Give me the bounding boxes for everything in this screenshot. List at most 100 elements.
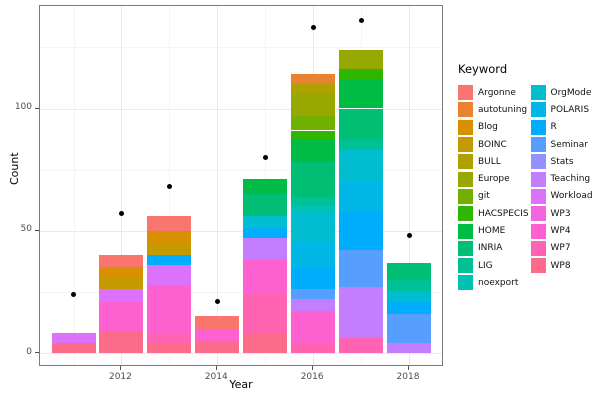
legend-item-WP3: WP3 xyxy=(530,205,593,222)
legend-label: HACSPECIS xyxy=(478,208,529,219)
bar-segment-2012-Argonne xyxy=(99,255,144,268)
grid-major-vertical xyxy=(121,6,123,365)
legend-swatch-WP7 xyxy=(530,240,546,256)
x-tick-label: 2016 xyxy=(300,372,324,382)
legend-swatch-Stats xyxy=(530,154,546,170)
legend-label: WP8 xyxy=(550,260,571,271)
legend-label: Europe xyxy=(478,174,510,185)
legend-swatch-R xyxy=(530,119,546,135)
bar-segment-2013-Argonne xyxy=(147,216,192,231)
legend-item-Workload: Workload xyxy=(530,188,593,205)
legend-item-Stats: Stats xyxy=(530,153,593,170)
bar-segment-2014-Argonne xyxy=(195,316,240,329)
y-tick-mark xyxy=(35,352,39,353)
legend-item-Seminar: Seminar xyxy=(530,136,593,153)
data-point-2018 xyxy=(406,233,412,239)
legend-swatch-HOME xyxy=(458,223,473,239)
legend-item-Europe: Europe xyxy=(458,170,529,187)
bar-segment-2016-HACSPECIS xyxy=(291,130,336,141)
bar-segment-2017-Europe xyxy=(339,49,384,70)
legend-column-2: OrgMode POLARIS R Seminar Stats Teaching Workl… xyxy=(530,84,593,292)
legend-swatch-OrgMode xyxy=(530,85,546,101)
legend-item-R: R xyxy=(530,119,593,136)
legend-swatch-Workload xyxy=(530,188,546,204)
grid-minor-vertical xyxy=(73,6,75,365)
legend-label: Argonne xyxy=(478,87,516,98)
legend-swatch-HACSPECIS xyxy=(458,206,473,222)
legend-label: INRIA xyxy=(478,243,503,254)
legend-label: autotuning xyxy=(478,104,528,115)
legend-label: Workload xyxy=(550,191,593,202)
legend-label: HOME xyxy=(478,226,506,237)
x-tick-mark xyxy=(312,366,314,370)
y-axis-title: Count xyxy=(8,152,21,185)
bar-segment-2015-INRIA xyxy=(243,194,288,217)
bar-segment-2016-INRIA xyxy=(291,162,336,197)
bar-segment-2017-LIG xyxy=(339,140,384,151)
legend-swatch-POLARIS xyxy=(530,102,546,118)
legend-label: BULL xyxy=(478,156,501,167)
legend-label: WP4 xyxy=(550,226,571,237)
bar-segment-2016-HOME xyxy=(291,140,336,163)
data-point-2011 xyxy=(71,291,76,297)
bar-segment-2015-HOME xyxy=(243,179,288,195)
bar-segment-2014-WP8 xyxy=(195,340,240,353)
legend-swatch-Blog xyxy=(458,119,473,135)
legend-label: BOINC xyxy=(478,139,507,150)
bar-segment-2013-BOINC xyxy=(147,242,192,256)
bar-segment-2013-Blog xyxy=(147,230,192,243)
bar-segment-2011-WP8 xyxy=(51,343,96,353)
legend-item-HACSPECIS: HACSPECIS xyxy=(458,205,529,222)
legend-item-HOME: HOME xyxy=(458,222,529,239)
bar-segment-2016-R xyxy=(291,267,336,290)
legend-label: R xyxy=(550,122,557,133)
bar-segment-2012-Blog xyxy=(99,267,144,278)
legend-swatch-git xyxy=(458,188,473,204)
legend-columns: Argonne autotuning Blog BOINC BULL Europe git H… xyxy=(458,84,598,292)
legend-item-OrgMode: OrgMode xyxy=(530,84,593,101)
x-tick-mark xyxy=(408,366,409,370)
bar-segment-2015-OrgMode xyxy=(243,216,288,229)
bar-segment-2018-R xyxy=(387,301,431,314)
bar-segment-2017-Teaching xyxy=(339,286,384,339)
bar-segment-2018-OrgMode xyxy=(387,291,431,302)
bar-segment-2013-WP8 xyxy=(147,343,192,353)
bar-segment-2015-Teaching xyxy=(243,238,288,261)
legend-item-Blog: Blog xyxy=(458,119,529,136)
x-tick-label: 2012 xyxy=(108,372,132,382)
data-point-2013 xyxy=(166,184,172,190)
bar-segment-2018-Seminar xyxy=(387,313,431,344)
bar-segment-2017-OrgMode xyxy=(339,150,384,182)
data-point-2015 xyxy=(262,154,268,160)
x-tick-label: 2014 xyxy=(204,372,228,382)
y-tick-label: 0 xyxy=(26,346,32,357)
bar-segment-2016-WP4 xyxy=(291,311,336,344)
bar-segment-2014-WP4 xyxy=(195,328,240,341)
bar-segment-2011-Workload xyxy=(51,333,96,344)
legend-item-git: git xyxy=(458,188,529,205)
bar-segment-2012-BOINC xyxy=(99,277,144,290)
legend-swatch-BOINC xyxy=(458,137,473,153)
legend-label: git xyxy=(478,191,490,202)
legend-label: WP3 xyxy=(550,208,571,219)
grid-major-vertical xyxy=(217,6,219,365)
legend-label: WP7 xyxy=(550,243,571,254)
legend-swatch-WP8 xyxy=(530,258,546,274)
bar-segment-2016-autotuning xyxy=(291,74,336,85)
legend-label: LIG xyxy=(478,260,493,271)
legend-label: noexport xyxy=(478,277,519,288)
grid-major-horizontal xyxy=(40,230,442,232)
grid-minor-horizontal xyxy=(40,291,442,293)
data-point-2014 xyxy=(214,299,220,305)
legend-label: Stats xyxy=(550,156,574,167)
legend-item-Argonne: Argonne xyxy=(458,84,529,101)
legend-swatch-autotuning xyxy=(458,102,473,118)
bar-segment-2013-R xyxy=(147,255,192,265)
bar-segment-2016-LIG xyxy=(291,196,336,207)
bar-segment-2016-POLARIS xyxy=(291,240,336,268)
bar-segment-2013-Workload xyxy=(147,264,192,285)
legend-swatch-Seminar xyxy=(530,137,546,153)
legend-item-LIG: LIG xyxy=(458,257,529,274)
legend-item-BOINC: BOINC xyxy=(458,136,529,153)
